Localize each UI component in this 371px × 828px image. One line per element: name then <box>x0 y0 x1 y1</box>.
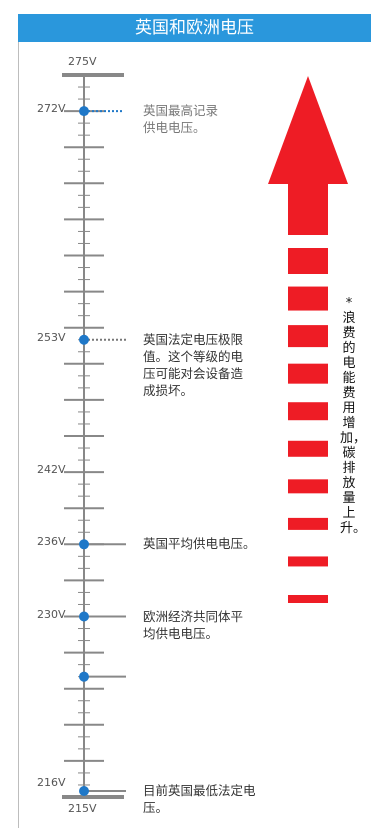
marker-annotation: 英国最高记录 供电电压。 <box>143 102 278 136</box>
arrow-dash <box>288 402 328 421</box>
title-bar: 英国和欧洲电压 <box>18 14 371 42</box>
scale-tick-label: 272V <box>37 102 66 116</box>
marker-annotation: 欧洲经济共同体平 均供电电压。 <box>143 608 278 642</box>
scale-top-label: 275V <box>68 55 97 68</box>
arrow-dash <box>288 556 328 567</box>
arrow-dash <box>288 595 328 603</box>
marker-dot <box>79 611 89 622</box>
annotation-line: 英国法定电压极限 <box>143 331 244 347</box>
arrow-dash <box>288 325 328 348</box>
annotation-line: 欧洲经济共同体平 <box>143 608 244 624</box>
side-note: *浪费的电能费用增加，碳排放量上升。 <box>340 296 367 536</box>
marker-dot <box>79 671 89 682</box>
annotation-line: 均供电电压。 <box>143 625 219 641</box>
marker-dot <box>79 106 89 117</box>
annotation-line: 英国最高记录 <box>143 103 219 119</box>
arrow-head <box>268 76 348 235</box>
annotation-line: 目前英国最低法定电压。 <box>143 782 256 815</box>
arrow-dash <box>288 479 328 494</box>
red-arrow <box>268 76 348 603</box>
scale-tick-label: 242V <box>37 463 66 477</box>
scale-tick-label: 253V <box>37 330 66 344</box>
scale-tick-label: 236V <box>37 535 66 549</box>
voltage-scale <box>62 73 126 799</box>
marker-dot <box>79 539 89 550</box>
scale-bottom-label: 215V <box>68 802 97 815</box>
marker-dot <box>79 785 89 796</box>
arrow-dash <box>288 363 328 384</box>
marker-annotation: 英国平均供电电压。 <box>143 535 278 552</box>
marker-annotation: 英国法定电压极限 值。这个等级的电 压可能对会设备造 成损坏。 <box>143 331 278 399</box>
scale-tick-label: 216V <box>37 775 66 789</box>
marker-dot <box>79 334 89 345</box>
arrow-dash <box>288 286 328 311</box>
annotation-line: 供电电压。 <box>143 120 206 136</box>
arrow-dash <box>288 517 328 530</box>
marker-annotation: 目前英国最低法定电压。 <box>143 782 278 816</box>
annotation-line: 英国平均供电电压。 <box>143 536 256 552</box>
frame-border <box>18 42 19 828</box>
annotation-line: 值。这个等级的电 <box>143 348 244 364</box>
arrow-dash <box>288 248 328 274</box>
scale-tick-label: 230V <box>37 607 66 621</box>
arrow-dash <box>288 440 328 457</box>
annotation-line: 压可能对会设备造 <box>143 365 244 381</box>
annotation-line: 成损坏。 <box>143 382 194 398</box>
page-title: 英国和欧洲电压 <box>135 18 254 38</box>
